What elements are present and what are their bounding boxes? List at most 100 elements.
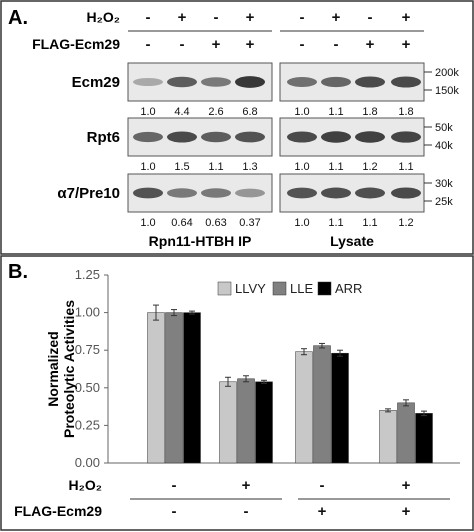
plus-sign: + — [402, 36, 411, 53]
quant-value: 0.37 — [239, 217, 260, 229]
quant-value: 4.4 — [174, 106, 189, 118]
blot-band — [201, 188, 231, 198]
quant-value: 0.63 — [205, 217, 226, 229]
plus-sign: + — [212, 36, 221, 53]
bar-lle — [313, 345, 331, 464]
minus-sign: - — [146, 36, 151, 53]
lysate-group-label: Lysate — [330, 233, 374, 249]
minus-sign: - — [244, 503, 249, 520]
blot-band — [355, 187, 385, 199]
blot-band — [201, 131, 231, 143]
mw-marker-label: 150k — [435, 85, 459, 97]
minus-sign: - — [320, 477, 325, 494]
legend-label: ARR — [335, 281, 362, 296]
plus-sign: + — [318, 503, 327, 520]
blot-band — [235, 76, 265, 88]
minus-sign: - — [180, 36, 185, 53]
plus-sign: + — [246, 36, 255, 53]
blot-band — [133, 187, 163, 199]
plus-sign: + — [402, 503, 411, 520]
blot-name: α7/Pre10 — [57, 185, 120, 202]
y-tick-label: 1.25 — [75, 267, 100, 282]
mw-marker-label: 50k — [435, 122, 453, 134]
legend-label: LLE — [290, 281, 313, 296]
blot-band — [167, 76, 197, 88]
mw-marker-label: 30k — [435, 178, 453, 190]
panel-a-label: A. — [8, 7, 28, 29]
y-tick-label: 0.25 — [75, 417, 100, 432]
blot-band — [321, 76, 351, 88]
blot-band — [287, 131, 317, 143]
panel-a: A. H₂O₂ - + - + - + - + FLAG-Ecm29 - - + + - - + + Ecm29 1.… — [0, 0, 474, 255]
quant-value: 1.0 — [140, 217, 155, 229]
blot-band — [133, 131, 163, 143]
mw-marker-label: 40k — [435, 140, 453, 152]
minus-sign: - — [172, 503, 177, 520]
blot-band — [321, 187, 351, 199]
quant-value: 1.0 — [294, 106, 309, 118]
minus-sign: - — [146, 9, 151, 26]
plus-sign: + — [246, 9, 255, 26]
quant-value: 1.8 — [362, 106, 377, 118]
blot-band — [133, 77, 163, 87]
bar-llvy — [147, 312, 165, 464]
quant-value: 1.2 — [398, 217, 413, 229]
blot-band — [355, 131, 385, 143]
h2o2-row-label: H₂O₂ — [69, 477, 102, 493]
legend-swatch — [317, 281, 332, 296]
bar-llvy — [219, 381, 237, 464]
flag-row-label: FLAG-Ecm29 — [14, 503, 102, 519]
blot-band — [201, 77, 231, 87]
y-tick-label: 1.00 — [75, 305, 100, 320]
bar-arr — [331, 352, 349, 464]
condition-row-label: H₂O₂ — [87, 9, 120, 25]
bar-arr — [415, 413, 433, 464]
plus-sign: + — [332, 9, 341, 26]
quant-value: 1.1 — [398, 161, 413, 173]
mw-marker-label: 25k — [435, 196, 453, 208]
quant-value: 1.8 — [398, 106, 413, 118]
quant-value: 2.6 — [208, 106, 223, 118]
quant-value: 1.1 — [328, 217, 343, 229]
bar-lle — [237, 378, 255, 464]
blot-name: Ecm29 — [72, 74, 120, 91]
minus-sign: - — [214, 9, 219, 26]
blot-band — [287, 77, 317, 87]
quant-value: 1.0 — [294, 217, 309, 229]
y-axis-label: NormalizedProteolytic Activities — [45, 300, 77, 438]
quant-value: 1.5 — [174, 161, 189, 173]
blot-band — [321, 131, 351, 143]
quant-value: 1.2 — [362, 161, 377, 173]
blot-band — [391, 76, 421, 88]
blot-band — [167, 188, 197, 198]
bar-llvy — [379, 410, 397, 464]
legend-label: LLVY — [235, 281, 266, 296]
minus-sign: - — [172, 477, 177, 494]
blot-band — [167, 131, 197, 143]
legend: LLVY LLE ARR — [217, 281, 362, 296]
bar-arr — [255, 381, 273, 464]
bar-lle — [397, 402, 415, 464]
blot-name: Rpt6 — [87, 129, 120, 146]
quant-value: 1.0 — [140, 106, 155, 118]
quant-value: 1.1 — [328, 161, 343, 173]
legend-swatch — [272, 281, 287, 296]
plus-sign: + — [402, 9, 411, 26]
minus-sign: - — [368, 9, 373, 26]
quant-value: 1.3 — [242, 161, 257, 173]
panel-b-frame — [0, 255, 474, 531]
ip-group-label: Rpn11-HTBH IP — [149, 233, 252, 249]
condition-row-label: FLAG-Ecm29 — [32, 36, 120, 52]
bar-lle — [165, 312, 183, 464]
minus-sign: - — [300, 36, 305, 53]
quant-value: 6.8 — [242, 106, 257, 118]
panel-b: B. 0.00 0.25 0.50 0.75 1.00 1.25 NormalizedPro… — [0, 255, 474, 531]
panel-b-label: B. — [8, 261, 28, 283]
plus-sign: + — [242, 477, 251, 494]
quant-value: 1.1 — [208, 161, 223, 173]
blot-band — [235, 131, 265, 143]
quant-value: 1.1 — [328, 106, 343, 118]
blot-band — [355, 76, 385, 88]
plus-sign: + — [178, 9, 187, 26]
plus-sign: + — [366, 36, 375, 53]
